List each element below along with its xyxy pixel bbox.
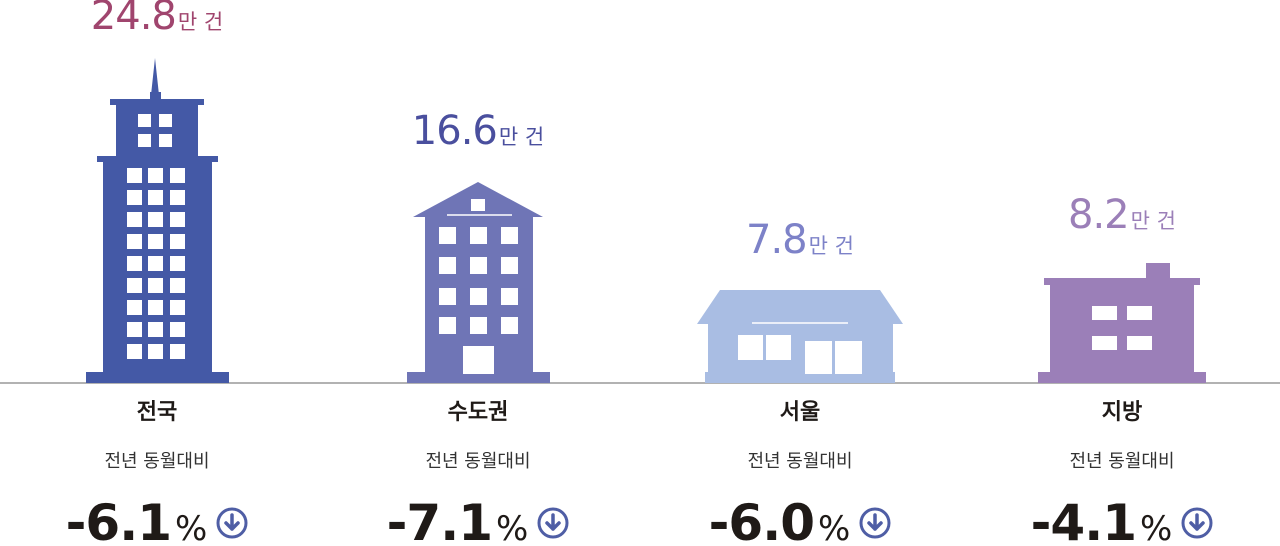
change-label: -7.1% (328, 493, 628, 546)
shop-icon (1038, 263, 1206, 383)
value: 16.6 (411, 108, 498, 154)
region-name: 전국 (136, 400, 178, 425)
value-label: 24.8만 건 (7, 0, 307, 42)
tower-icon (86, 58, 229, 383)
value: 8.2 (1068, 192, 1130, 238)
compare-label: 전년 동월대비 (425, 451, 531, 472)
region-name: 지방 (1101, 400, 1143, 425)
compare-label: 전년 동월대비 (1069, 451, 1175, 472)
change-label: -6.0% (650, 493, 950, 546)
down-arrow-icon (537, 507, 569, 538)
change-value: -6.0 (708, 494, 815, 546)
unit: 만 건 (177, 10, 224, 34)
change-unit: % (1140, 509, 1172, 546)
unit: 만 건 (808, 234, 854, 258)
value-label: 16.6만 건 (328, 111, 628, 157)
change-unit: % (818, 509, 850, 546)
value: 7.8 (746, 217, 808, 263)
value-label: 8.2만 건 (972, 195, 1272, 241)
change-value: -7.1 (386, 494, 493, 546)
region-name: 서울 (779, 400, 821, 425)
change-value: -4.1 (1030, 494, 1137, 546)
house-icon (697, 290, 903, 383)
down-arrow-icon (216, 507, 248, 538)
change-unit: % (175, 509, 207, 546)
region-name: 수도권 (447, 400, 509, 425)
compare-label: 전년 동월대비 (104, 451, 210, 472)
compare-label: 전년 동월대비 (747, 451, 853, 472)
change-label: -6.1% (7, 493, 307, 546)
change-unit: % (496, 509, 528, 546)
change-value: -6.1 (65, 494, 172, 546)
down-arrow-icon (859, 507, 891, 538)
value: 24.8 (90, 0, 177, 39)
value-label: 7.8만 건 (650, 220, 950, 266)
change-label: -4.1% (972, 493, 1272, 546)
unit: 만 건 (1130, 209, 1176, 233)
unit: 만 건 (498, 125, 545, 149)
down-arrow-icon (1181, 507, 1213, 538)
